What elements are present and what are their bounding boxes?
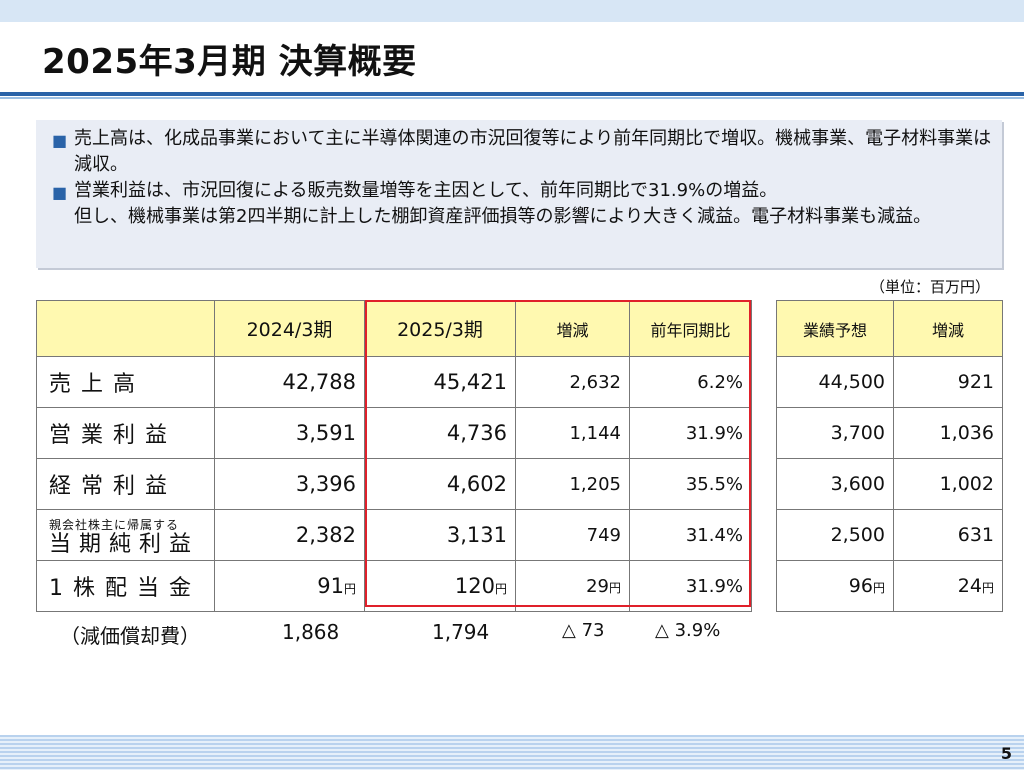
cell-prev: 42,788 — [214, 356, 365, 408]
header-yoy: 前年同期比 — [629, 300, 752, 357]
summary-bullet-1: ■ 売上高は、化成品事業において主に半導体関連の市況回復等により前年同期比で増収… — [52, 126, 992, 178]
yen-unit: 円 — [608, 580, 621, 595]
yen-unit: 円 — [494, 582, 507, 596]
cell-forecast: 3,600 — [776, 458, 894, 510]
cell-forecast-diff: 1,002 — [893, 458, 1003, 510]
cell-prev: 3,396 — [214, 458, 365, 510]
summary-box: ■ 売上高は、化成品事業において主に半導体関連の市況回復等により前年同期比で増収… — [36, 120, 1002, 268]
table-row: 96円 24円 — [776, 560, 1003, 612]
header-forecast-diff: 増減 — [893, 300, 1003, 357]
table-row: 売上高 42,788 45,421 2,632 6.2% — [36, 356, 752, 408]
cell-curr: 120円 — [364, 560, 516, 612]
cell-forecast-diff: 1,036 — [893, 407, 1003, 459]
depreciation-diff: △ 73 — [562, 620, 605, 641]
cell-forecast-diff: 631 — [893, 509, 1003, 561]
cell-forecast: 2,500 — [776, 509, 894, 561]
square-bullet-icon: ■ — [52, 183, 68, 202]
cell-prev-value: 91 — [317, 574, 344, 598]
cell-ratio: 35.5% — [629, 458, 752, 510]
forecast-header-row: 業績予想 増減 — [776, 300, 1003, 357]
summary-bullet-1-text: 売上高は、化成品事業において主に半導体関連の市況回復等により前年同期比で増収。機… — [74, 128, 992, 175]
depreciation-ratio: △ 3.9% — [655, 620, 721, 641]
results-table: 2024/3期 2025/3期 増減 前年同期比 売上高 42,788 45,4… — [36, 300, 752, 612]
cell-curr: 4,736 — [364, 407, 516, 459]
cell-curr: 4,602 — [364, 458, 516, 510]
depreciation-curr: 1,794 — [432, 620, 490, 644]
cell-diff: 1,205 — [515, 458, 630, 510]
table-row: 3,700 1,036 — [776, 407, 1003, 459]
cell-ratio: 31.9% — [629, 560, 752, 612]
cell-curr: 45,421 — [364, 356, 516, 408]
header-blank — [36, 300, 215, 357]
table-row: 営業利益 3,591 4,736 1,144 31.9% — [36, 407, 752, 459]
cell-curr: 3,131 — [364, 509, 516, 561]
table-row: 3,600 1,002 — [776, 458, 1003, 510]
cell-prev: 2,382 — [214, 509, 365, 561]
cell-diff: 2,632 — [515, 356, 630, 408]
row-label-net-income-sub: 親会社株主に帰属する — [49, 518, 180, 532]
row-label-sales: 売上高 — [36, 356, 215, 408]
header-prev-year: 2024/3期 — [214, 300, 365, 357]
cell-forecast-diff: 24円 — [893, 560, 1003, 612]
cell-forecast-diff: 921 — [893, 356, 1003, 408]
cell-ratio: 6.2% — [629, 356, 752, 408]
yen-unit: 円 — [343, 582, 356, 596]
cell-forecast: 44,500 — [776, 356, 894, 408]
cell-curr-value: 120 — [454, 574, 495, 598]
row-label-net-income-main: 当期純利益 — [49, 532, 200, 557]
cell-forecast-value: 96 — [848, 575, 873, 597]
cell-prev: 3,591 — [214, 407, 365, 459]
table-row: 経常利益 3,396 4,602 1,205 35.5% — [36, 458, 752, 510]
row-label-operating-profit: 営業利益 — [36, 407, 215, 459]
page-number: 5 — [1000, 744, 1012, 763]
summary-bullet-2-line-1: 営業利益は、市況回復による販売数量増等を主因として、前年同期比で31.9%の増益… — [74, 180, 778, 201]
cell-prev: 91円 — [214, 560, 365, 612]
cell-forecast-diff-value: 24 — [957, 575, 982, 597]
table-row: 親会社株主に帰属する 当期純利益 2,382 3,131 749 31.4% — [36, 509, 752, 561]
row-label-dividend: 1株配当金 — [36, 560, 215, 612]
cell-ratio: 31.9% — [629, 407, 752, 459]
square-bullet-icon: ■ — [52, 131, 68, 150]
title-rule-accent — [0, 97, 1024, 99]
cell-diff-value: 29 — [586, 575, 609, 597]
summary-bullet-2: ■ 営業利益は、市況回復による販売数量増等を主因として、前年同期比で31.9%の… — [52, 178, 992, 230]
cell-forecast: 96円 — [776, 560, 894, 612]
cell-forecast: 3,700 — [776, 407, 894, 459]
table-row: 1株配当金 91円 120円 29円 31.9% — [36, 560, 752, 612]
depreciation-label: （減価償却費） — [60, 624, 200, 648]
cell-ratio: 31.4% — [629, 509, 752, 561]
bottom-band — [0, 735, 1024, 770]
summary-bullet-2-line-2: 但し、機械事業は第2四半期に計上した棚卸資産評価損等の影響により大きく減益。電子… — [74, 206, 932, 227]
row-label-net-income: 親会社株主に帰属する 当期純利益 — [36, 509, 215, 561]
depreciation-prev: 1,868 — [282, 620, 340, 644]
unit-note: （単位：百万円） — [869, 278, 990, 296]
cell-diff: 1,144 — [515, 407, 630, 459]
yen-unit: 円 — [872, 581, 885, 595]
table-row: 44,500 921 — [776, 356, 1003, 408]
yen-unit: 円 — [981, 581, 994, 595]
page-title: 2025年3月期 決算概要 — [42, 42, 417, 82]
forecast-table: 業績予想 増減 44,500 921 3,700 1,036 3,600 1,0… — [776, 300, 1003, 612]
header-change: 増減 — [515, 300, 630, 357]
header-forecast: 業績予想 — [776, 300, 894, 357]
header-curr-year: 2025/3期 — [364, 300, 516, 357]
row-label-ordinary-profit: 経常利益 — [36, 458, 215, 510]
title-rule — [0, 92, 1024, 96]
results-header-row: 2024/3期 2025/3期 増減 前年同期比 — [36, 300, 752, 357]
cell-diff: 749 — [515, 509, 630, 561]
cell-diff: 29円 — [515, 560, 630, 612]
top-band — [0, 0, 1024, 22]
table-row: 2,500 631 — [776, 509, 1003, 561]
